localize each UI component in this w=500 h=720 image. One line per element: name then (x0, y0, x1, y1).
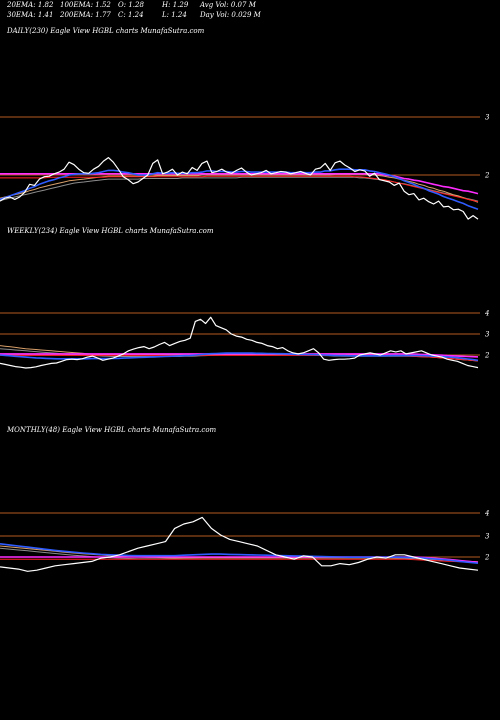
stat-high: H: 1.29 (162, 1, 189, 9)
stat-open: O: 1.28 (118, 1, 144, 9)
panel1-y-tick-2: 2 (484, 352, 490, 360)
stat-low: L: 1.24 (162, 11, 187, 19)
panel1-price-line (0, 316, 479, 369)
panel2-y-tick-2: 2 (484, 554, 490, 562)
panel2-y-tick-4: 4 (484, 510, 489, 518)
panel0-y-tick-3: 3 (485, 114, 490, 122)
daily-panel-title: DAILY(230) Eagle View HGBL charts Munafa… (7, 27, 205, 35)
weekly-panel-title: WEEKLY(234) Eagle View HGBL charts Munaf… (7, 227, 214, 235)
panel2-ema-red-line (0, 558, 479, 564)
stat-avg-vol: Avg Vol: 0.07 M (200, 1, 256, 9)
stat-day-vol: Day Vol: 0.029 M (200, 11, 261, 19)
stat-200ema: 200EMA: 1.77 (60, 11, 111, 19)
panel0-y-tick-2: 2 (484, 172, 490, 180)
stat-30ema: 30EMA: 1.41 (7, 11, 54, 19)
panel1-y-tick-3: 3 (485, 331, 490, 339)
stat-100ema: 100EMA: 1.52 (60, 1, 111, 9)
stat-close: C: 1.24 (118, 11, 144, 19)
panel0-price-line (0, 157, 479, 220)
monthly-panel-title: MONTHLY(48) Eagle View HGBL charts Munaf… (7, 426, 217, 434)
stat-20ema: 20EMA: 1.82 (7, 1, 54, 9)
panel0-ema-blue-line (0, 168, 479, 210)
panel2-ema-blue-line (0, 543, 479, 564)
panel2-price-line (0, 516, 479, 572)
panel1-y-tick-4: 4 (484, 310, 489, 318)
panel2-y-tick-3: 3 (485, 533, 490, 541)
